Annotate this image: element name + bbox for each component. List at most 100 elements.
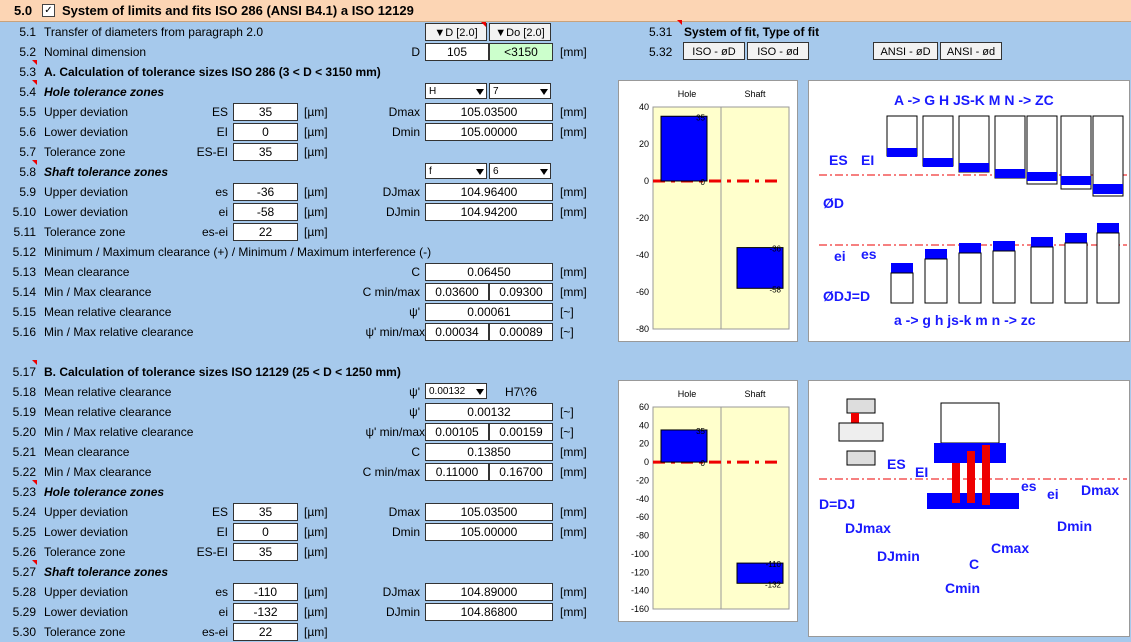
ei-symbol: EI [216,525,228,539]
row-number: 5.19 [12,405,36,419]
row-number-531: 5.31 [649,25,673,39]
cmax-value: 0.16700 [489,463,553,481]
row-number: 5.4 [19,85,36,99]
unit: [mm] [560,125,587,139]
y-tick-label: -40 [636,494,649,504]
y-tick-label: 60 [639,402,649,412]
iso-od-shaft-button[interactable]: ISO - ød [747,42,809,60]
dmin-value: 105.00000 [425,123,553,141]
transfer-d-button[interactable]: ▼D [2.0] [425,23,487,41]
y-tick-label: -20 [636,213,649,223]
hole-grade-select[interactable]: 7 [489,83,551,99]
param-row: 5.22 Min / Max clearance [0,462,600,482]
psi18-symbol: ψ' [409,385,420,399]
psi-select[interactable]: 0.00132 [425,383,487,399]
djmax-value: 104.96400 [425,183,553,201]
bearing-icon [838,398,884,466]
c-value: 0.06450 [425,263,553,281]
ei-value: 0 [233,123,298,141]
fit-clearance-diagram-svg: ES EI es ei Dmax D=DJ DJmax Dmin DJmin C… [819,398,1127,596]
row-number: 5.24 [12,505,36,519]
hole-tz-symbol: ES-EI [196,545,228,559]
row-number: 5.25 [12,525,36,539]
category-label: Shaft [744,389,766,399]
row-label: Transfer of diameters from paragraph 2.0 [44,25,263,39]
djmin-value: 104.86800 [425,603,553,621]
ansi-od-hole-button[interactable]: ANSI - øD [873,42,938,60]
shaft-grade-select[interactable]: 6 [489,163,551,179]
shaft-tz-symbol: es-ei [201,625,228,639]
ei-shaft-label: ei [834,248,846,264]
psi-select-value: 0.00132 [429,386,466,397]
es-value: 35 [233,103,298,121]
fit-label: H7\?6 [505,385,538,399]
param-row: 5.30 Tolerance zone [0,622,600,642]
comment-marker [32,160,37,165]
transfer-do-button[interactable]: ▼Do [2.0] [489,23,551,41]
row-label: Mean relative clearance [44,305,172,319]
param-row: 5.27 Shaft tolerance zones [0,560,600,582]
shaft-ei-symbol: ei [218,605,228,619]
psi19-value: 0.00132 [425,403,553,421]
bar-bottom-label: -132 [765,580,782,589]
category-label: Hole [678,389,697,399]
param-row: 5.20 Min / Max relative clearance [0,422,600,442]
ei-label: EI [915,464,928,480]
row-number: 5.16 [12,325,36,339]
param-row: 5.4 Hole tolerance zones [0,80,600,102]
row-number: 5.27 [12,565,36,579]
row-number: 5.2 [19,45,36,59]
row-number: 5.7 [19,145,36,159]
unit: [mm] [560,285,587,299]
chevron-down-icon [476,169,484,175]
param-row: 5.29 Lower deviation [0,602,600,622]
param-row: 5.2 Nominal dimension [0,42,600,62]
unit: [mm] [560,525,587,539]
chevron-down-icon [540,169,548,175]
comment-marker [32,560,37,565]
row-number: 5.5 [19,105,36,119]
iso-od-hole-button[interactable]: ISO - øD [683,42,745,60]
comment-marker [481,22,486,27]
row-label: Shaft tolerance zones [44,565,169,579]
y-tick-label: 40 [639,102,649,112]
param-row: 5.14 Min / Max clearance [0,282,600,302]
unit: [µm] [304,205,328,219]
nominal-value[interactable]: 105 [425,43,489,61]
section-number: 5.0 [14,3,33,18]
shaft-es-value: -36 [233,183,298,201]
bar-top-label: 35 [696,427,705,436]
param-row: 5.13 Mean clearance [0,262,600,282]
djmin-symbol: DJmin [385,605,420,619]
row-label: Mean clearance [44,445,130,459]
row-number: 5.13 [12,265,36,279]
y-tick-label: -160 [631,604,649,614]
c-label: C [969,556,979,572]
djmin-value: 104.94200 [425,203,553,221]
row-label: Lower deviation [44,125,129,139]
shaft-ei-value: -58 [233,203,298,221]
shaft-letter-select[interactable]: f [425,163,487,179]
djmin-symbol: DJmin [385,205,420,219]
comment-marker [32,60,37,65]
dmax-value: 105.03500 [425,503,553,521]
row-label: Hole tolerance zones [44,485,165,499]
row-label: Lower deviation [44,525,129,539]
ei-shaft-label: ei [1047,486,1059,502]
tolerance-chart-b-svg: Hole Shaft 60 40 20 0 -20 -40 -60 -80 -100 -120 -140… [631,389,790,614]
shaft-es-symbol: es [215,185,228,199]
cminmax-symbol: C min/max [362,285,420,299]
unit: [~] [560,405,574,419]
shaft-zones [890,223,1120,304]
section-checkbox[interactable]: ✓ [42,4,55,17]
ansi-od-shaft-button[interactable]: ANSI - ød [940,42,1002,60]
shaft-tz-symbol: es-ei [201,225,228,239]
es-label: ES [887,456,906,472]
y-tick-label: -100 [631,549,649,559]
hole-letter-select[interactable]: H [425,83,487,99]
param-row: 5.17 B. Calculation of tolerance sizes IS… [0,360,600,382]
hole-tz-value: 35 [233,143,298,161]
row-label: Tolerance zone [44,625,126,639]
nominal-unit: [mm] [560,45,587,59]
c-value: 0.13850 [425,443,553,461]
